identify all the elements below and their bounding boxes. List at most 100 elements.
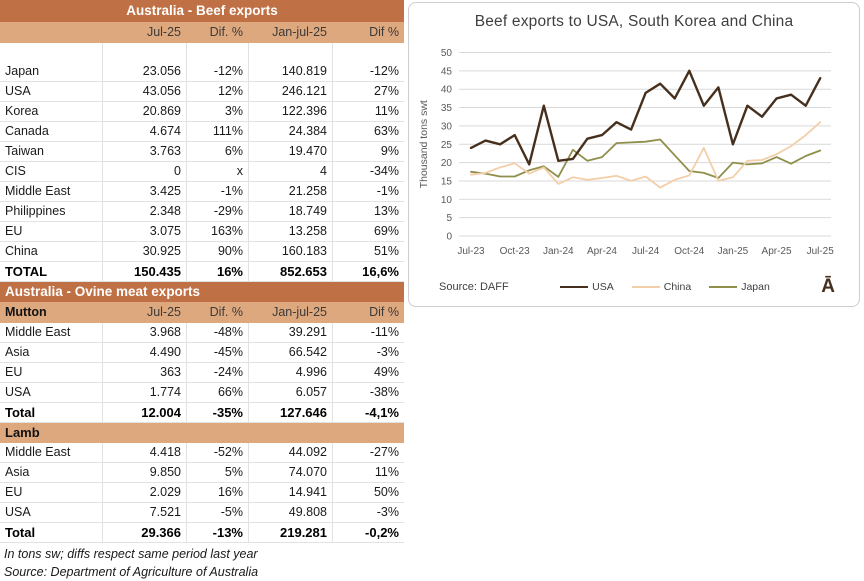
table-cell: -5% bbox=[186, 503, 248, 522]
series-line-usa bbox=[469, 69, 822, 166]
table-cell: 246.121 bbox=[248, 82, 332, 101]
table-cell: Jul-25 bbox=[146, 305, 181, 319]
legend-item-china: China bbox=[631, 281, 692, 293]
table-cell: 19.470 bbox=[248, 142, 332, 161]
table-cell: 74.070 bbox=[248, 463, 332, 482]
table-row: CIS 0 x 4 -34% bbox=[0, 162, 404, 182]
table-cell: -12% bbox=[332, 62, 404, 81]
x-tick-label: Jul-25 bbox=[807, 246, 835, 257]
table-cell: 4.418 bbox=[102, 443, 186, 462]
spacer-row bbox=[0, 43, 404, 62]
beef-column-header-row: Jul-25 Dif. % Jan-jul-25 Dif % bbox=[0, 22, 404, 43]
table-cell: -1% bbox=[332, 182, 404, 201]
table-cell: 4.996 bbox=[248, 363, 332, 382]
table-cell: 2.029 bbox=[102, 483, 186, 502]
ovine-section-header: Australia - Ovine meat exports bbox=[0, 282, 404, 302]
chart-footer: Source: DAFF USA China Japan Ā bbox=[409, 276, 859, 298]
table-cell: 69% bbox=[332, 222, 404, 241]
x-tick-label: Oct-23 bbox=[500, 246, 530, 257]
legend-item-japan: Japan bbox=[709, 281, 770, 293]
y-tick-label: 15 bbox=[441, 176, 453, 187]
footnote: In tons sw; diffs respect same period la… bbox=[4, 547, 258, 561]
table-cell: China bbox=[5, 244, 38, 258]
table-cell: 30.925 bbox=[102, 242, 186, 261]
lamb-total-row: Total 29.366 -13% 219.281 -0,2% bbox=[0, 523, 404, 543]
table-cell: -12% bbox=[186, 62, 248, 81]
table-cell: Total bbox=[5, 525, 36, 540]
table-cell: EU bbox=[5, 365, 23, 379]
table-cell: 3.425 bbox=[102, 182, 186, 201]
table-cell: 39.291 bbox=[248, 323, 332, 342]
table-cell: 160.183 bbox=[248, 242, 332, 261]
table-footnotes: In tons sw; diffs respect same period la… bbox=[0, 543, 404, 581]
legend-label: Japan bbox=[741, 281, 770, 293]
table-cell: -52% bbox=[186, 443, 248, 462]
chart-title: Beef exports to USA, South Korea and Chi… bbox=[474, 13, 794, 30]
table-cell: Asia bbox=[5, 465, 30, 479]
table-cell: 4.674 bbox=[102, 122, 186, 141]
y-tick-label: 20 bbox=[441, 158, 453, 169]
table-cell: -27% bbox=[332, 443, 404, 462]
y-tick-label: 50 bbox=[441, 48, 453, 59]
table-cell: Mutton bbox=[5, 305, 47, 319]
y-axis-title: Thousand tons swt bbox=[418, 100, 430, 188]
table-cell: Dif. % bbox=[209, 305, 243, 319]
table-cell: 219.281 bbox=[248, 523, 332, 542]
series-line-japan bbox=[470, 138, 822, 179]
table-cell: 0 bbox=[102, 162, 186, 181]
table-cell: 29.366 bbox=[102, 523, 186, 542]
table-row: USA 43.056 12% 246.121 27% bbox=[0, 82, 404, 102]
table-cell: -0,2% bbox=[332, 523, 404, 542]
x-tick-label: Jul-23 bbox=[457, 246, 485, 257]
legend-swatch bbox=[631, 286, 660, 288]
y-tick-label: 35 bbox=[441, 103, 453, 114]
table-cell: 49.808 bbox=[248, 503, 332, 522]
table-cell: Jan-jul-25 bbox=[272, 25, 327, 39]
table-cell: Middle East bbox=[5, 184, 71, 198]
table-row: Philippines 2.348 -29% 18.749 13% bbox=[0, 202, 404, 222]
table-cell: 49% bbox=[332, 363, 404, 382]
table-cell bbox=[186, 43, 248, 62]
table-cell: 66.542 bbox=[248, 343, 332, 362]
beef-exports-chart-card: Beef exports to USA, South Korea and Chi… bbox=[408, 2, 860, 307]
x-tick-label: Oct-24 bbox=[674, 246, 704, 257]
table-row: Japan 23.056 -12% 140.819 -12% bbox=[0, 62, 404, 82]
table-cell: Philippines bbox=[5, 204, 66, 218]
table-row: Middle East 3.968 -48% 39.291 -11% bbox=[0, 323, 404, 343]
y-tick-label: 5 bbox=[446, 213, 452, 224]
table-cell: CIS bbox=[5, 164, 26, 178]
table-cell: -3% bbox=[332, 503, 404, 522]
y-tick-label: 45 bbox=[441, 66, 453, 77]
table-cell: 16% bbox=[186, 262, 248, 281]
table-cell: Canada bbox=[5, 124, 49, 138]
footnote: Source: Department of Agriculture of Aus… bbox=[4, 565, 259, 579]
table-cell: -35% bbox=[186, 403, 248, 422]
table-cell: EU bbox=[5, 485, 23, 499]
table-cell: 6% bbox=[186, 142, 248, 161]
table-cell: -34% bbox=[332, 162, 404, 181]
table-cell: -24% bbox=[186, 363, 248, 382]
table-cell: 3% bbox=[186, 102, 248, 121]
table-cell: 1.774 bbox=[102, 383, 186, 402]
table-cell: 3.968 bbox=[102, 323, 186, 342]
x-tick-label: Apr-24 bbox=[587, 246, 617, 257]
table-cell: 9.850 bbox=[102, 463, 186, 482]
table-cell: -45% bbox=[186, 343, 248, 362]
brand-logo: Ā bbox=[821, 276, 835, 297]
legend-label: China bbox=[663, 281, 692, 293]
table-cell: Total bbox=[5, 405, 36, 420]
table-cell: 16% bbox=[186, 483, 248, 502]
table-cell: 18.749 bbox=[248, 202, 332, 221]
table-cell: -13% bbox=[186, 523, 248, 542]
table-cell: -4,1% bbox=[332, 403, 404, 422]
table-row: EU 3.075 163% 13.258 69% bbox=[0, 222, 404, 242]
table-cell: 111% bbox=[186, 122, 248, 141]
table-cell: 122.396 bbox=[248, 102, 332, 121]
table-cell: 66% bbox=[186, 383, 248, 402]
table-row: Middle East 3.425 -1% 21.258 -1% bbox=[0, 182, 404, 202]
x-tick-label: Jul-24 bbox=[632, 246, 660, 257]
table-row: Asia 4.490 -45% 66.542 -3% bbox=[0, 343, 404, 363]
table-row: Korea 20.869 3% 122.396 11% bbox=[0, 102, 404, 122]
table-cell: Korea bbox=[5, 104, 39, 118]
